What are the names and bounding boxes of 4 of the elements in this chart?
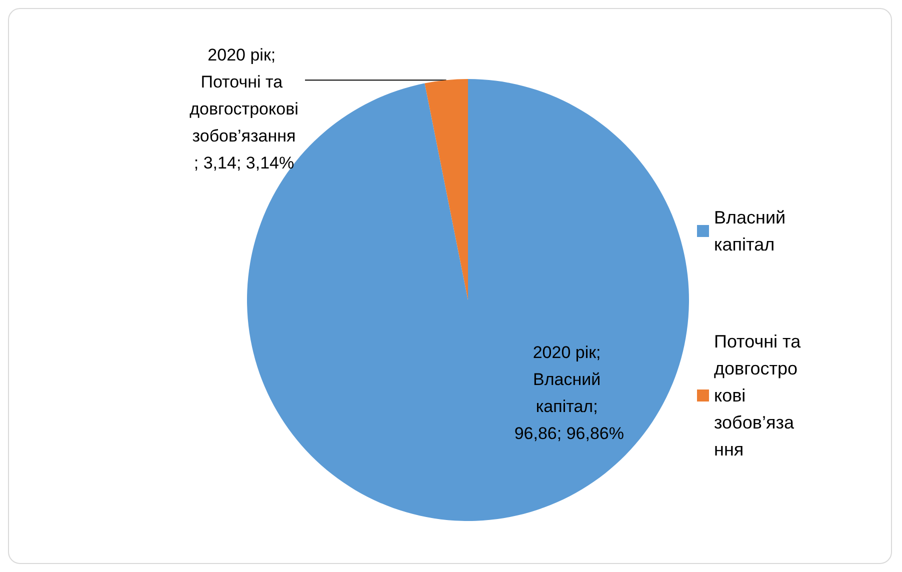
legend-label: Поточні та довгострокові зобов’язання xyxy=(714,332,806,460)
data-label: 2020 рік; Поточні та довгострокові зобов’язання ; 3,14; 3,14% xyxy=(188,46,300,172)
data-label: 2020 рік; Власний капітал; 96,86; 96,86% xyxy=(514,342,624,443)
legend-label: Власний капітал xyxy=(714,208,791,254)
